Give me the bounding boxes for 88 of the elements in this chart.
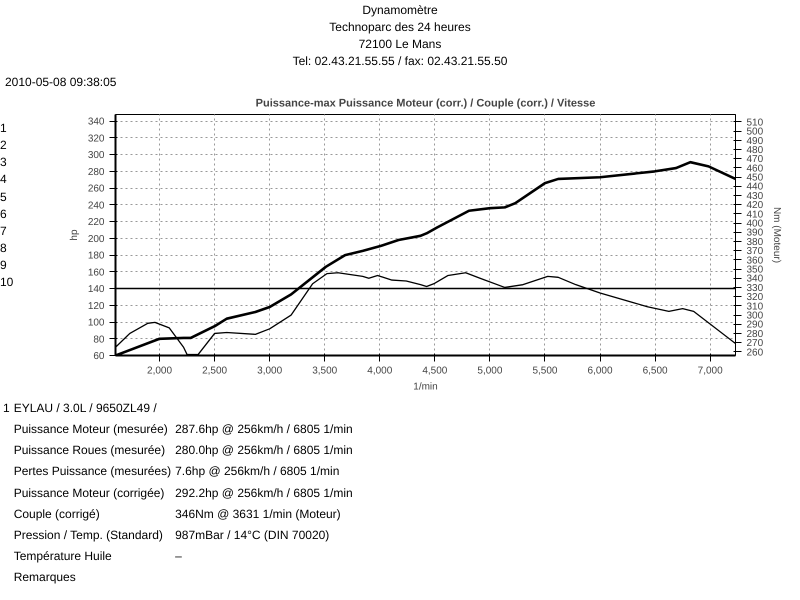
y-tick-label: 160 xyxy=(88,267,105,278)
text: Remarques xyxy=(12,569,77,586)
text: 4 xyxy=(0,171,8,188)
y2-tick-label: 390 xyxy=(746,228,764,239)
y-tick-label: 280 xyxy=(88,166,105,178)
y-tick-label: 80 xyxy=(93,334,105,346)
x-tick-label: 4,000 xyxy=(367,366,393,376)
text: 280.0hp @ 256km/h / 6805 1/min xyxy=(174,442,354,460)
y2-tick-label: 420 xyxy=(746,200,764,212)
y2-tick-label: 360 xyxy=(746,255,764,266)
text: 2 xyxy=(0,137,8,154)
x-tick-label: 2,000 xyxy=(147,366,172,376)
text: Tel: 02.43.21.55.55 / fax: 02.43.21.55.50 xyxy=(292,53,508,70)
x-tick-label: 7,000 xyxy=(698,366,724,376)
y2-tick-label: 490 xyxy=(746,136,764,147)
y2-axis-title: Nm (Moteur) xyxy=(771,206,782,264)
text: 10 xyxy=(0,274,14,292)
text: 3 xyxy=(0,154,8,172)
chart-title: Puissance-max Puissance Moteur (corr.) / Couple (corr.) / Vitesse xyxy=(256,98,596,110)
y2-tick-label: 350 xyxy=(746,264,764,276)
y2-tick-label: 310 xyxy=(746,301,764,312)
x-axis-title: 1/min xyxy=(413,382,438,392)
y2-tick-label: 280 xyxy=(746,328,764,340)
y-tick-label: 300 xyxy=(88,150,105,162)
y-tick-label: 140 xyxy=(88,284,105,296)
text: Puissance Moteur (mesurée) xyxy=(12,421,169,438)
text: 72100 Le Mans xyxy=(358,36,442,54)
text: Pression / Temp. (Standard) xyxy=(12,526,164,544)
y2-tick-label: 290 xyxy=(746,320,764,331)
y2-tick-label: 260 xyxy=(746,347,764,358)
text: Puissance Roues (mesurée) xyxy=(12,442,166,460)
text: Température Huile xyxy=(12,548,113,565)
y2-tick-label: 400 xyxy=(746,218,764,230)
text: 6 xyxy=(0,206,8,223)
y2-tick-label: 270 xyxy=(746,338,764,350)
x-tick-label: 3,000 xyxy=(257,366,283,376)
y2-tick-label: 370 xyxy=(746,246,764,258)
text: 2010-05-08 09:38:05 xyxy=(5,74,116,91)
y2-tick-label: 440 xyxy=(746,182,764,193)
y2-tick-label: 500 xyxy=(746,126,764,138)
text: EYLAU / 3.0L / 9650ZL49 / xyxy=(12,400,158,417)
x-tick-label: 5,500 xyxy=(532,366,558,376)
text: 292.2hp @ 256km/h / 6805 1/min xyxy=(174,484,354,502)
x-tick-label: 3,500 xyxy=(312,366,338,376)
y2-tick-label: 380 xyxy=(746,236,764,248)
text: Couple (corrigé) xyxy=(12,506,101,523)
y-tick-label: 60 xyxy=(93,351,105,362)
text: Pertes Puissance (mesurées) xyxy=(12,463,172,480)
y-tick-label: 180 xyxy=(88,250,105,262)
text: 7 xyxy=(0,222,8,240)
y2-tick-label: 340 xyxy=(746,274,764,285)
x-tick-label: 6,000 xyxy=(588,366,613,376)
text: 1 xyxy=(2,400,11,417)
text: Technoparc des 24 heures xyxy=(328,19,472,36)
y-axis-title: hp xyxy=(68,229,80,241)
y2-tick-label: 410 xyxy=(746,209,764,220)
y-tick-label: 200 xyxy=(88,234,105,245)
y-tick-label: 240 xyxy=(88,200,105,212)
x-tick-label: 6,500 xyxy=(642,366,668,376)
y2-tick-label: 480 xyxy=(746,144,764,156)
y2-tick-label: 320 xyxy=(746,292,764,304)
y-tick-label: 320 xyxy=(88,133,105,144)
text: 287.6hp @ 256km/h / 6805 1/min xyxy=(174,421,354,438)
text: 9 xyxy=(0,257,8,274)
text: 7.6hp @ 256km/h / 6805 1/min xyxy=(174,463,340,480)
x-tick-label: 5,000 xyxy=(477,366,503,376)
y2-tick-label: 450 xyxy=(746,172,764,184)
y2-tick-label: 430 xyxy=(746,190,764,202)
y-tick-label: 220 xyxy=(88,217,105,228)
y-tick-label: 340 xyxy=(88,116,105,128)
text: 5 xyxy=(0,188,8,206)
y-tick-label: 100 xyxy=(88,318,105,329)
y2-tick-label: 330 xyxy=(746,282,764,294)
y-tick-label: 260 xyxy=(88,184,105,195)
text: 987mBar / 14°C (DIN 70020) xyxy=(174,526,330,544)
y2-tick-label: 460 xyxy=(746,163,764,174)
text: 346Nm @ 3631 1/min (Moteur) xyxy=(174,506,342,523)
text: Dynamomètre xyxy=(361,2,439,19)
y2-tick-label: 470 xyxy=(746,154,764,166)
text: – xyxy=(174,548,183,565)
text: Puissance Moteur (corrigée) xyxy=(12,484,166,502)
y2-tick-label: 510 xyxy=(746,117,764,128)
y-tick-label: 120 xyxy=(88,300,105,312)
x-tick-label: 4,500 xyxy=(422,366,448,376)
text: 1 xyxy=(0,120,8,137)
y2-tick-label: 300 xyxy=(746,310,764,322)
text: 8 xyxy=(0,240,8,257)
x-tick-label: 2,500 xyxy=(202,366,228,376)
